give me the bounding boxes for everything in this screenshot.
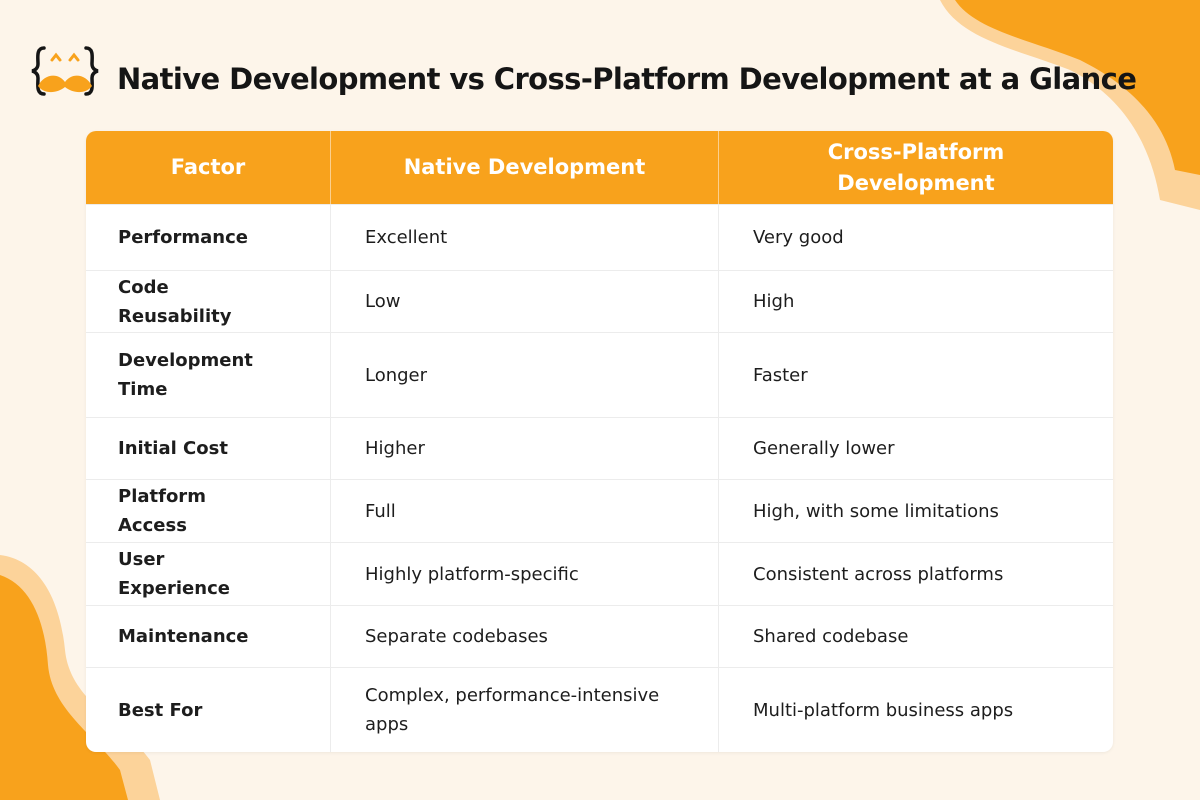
title: Native Development vs Cross-Platform Dev… [117, 62, 1137, 96]
value-cell: Longer [330, 332, 718, 417]
factor-cell: Maintenance [86, 605, 330, 667]
factor-cell: Best For [86, 667, 330, 752]
blob [955, 0, 1200, 175]
value-cell: High, with some limitations [718, 479, 1113, 542]
value-cell: Multi-platform business apps [718, 667, 1113, 752]
table-row: User Experience Highly platform-specific C… [86, 542, 1113, 605]
value-cell: Higher [330, 417, 718, 479]
column-header: Factor [86, 131, 330, 204]
value-cell: Consistent across platforms [718, 542, 1113, 605]
factor-cell: Platform Access [86, 479, 330, 542]
value-cell: Full [330, 479, 718, 542]
table-row: Code Reusability Low High [86, 270, 1113, 332]
value-cell: High [718, 270, 1113, 332]
comparison-table: Factor Native Development Cross-Platform D… [86, 131, 1113, 752]
column-header: Cross-Platform Development [718, 131, 1113, 204]
value-cell: Shared codebase [718, 605, 1113, 667]
header-row: Factor Native Development Cross-Platform D… [86, 131, 1113, 204]
factor-cell: Development Time [86, 332, 330, 417]
value-cell: Excellent [330, 204, 718, 270]
value-cell: Complex, performance-intensive apps [330, 667, 718, 752]
value-cell: Faster [718, 332, 1113, 417]
factor-cell: Performance [86, 204, 330, 270]
table-row: Development Time Longer Faster [86, 332, 1113, 417]
table-row: Maintenance Separate codebases Shared code… [86, 605, 1113, 667]
column-header: Native Development [330, 131, 718, 204]
table-row: Best For Complex, performance-intensive a… [86, 667, 1113, 752]
table-row: Initial Cost Higher Generally lower [86, 417, 1113, 479]
factor-cell: User Experience [86, 542, 330, 605]
value-cell: Very good [718, 204, 1113, 270]
value-cell: Separate codebases [330, 605, 718, 667]
value-cell: Generally lower [718, 417, 1113, 479]
table-row: Platform Access Full High, with some limit… [86, 479, 1113, 542]
value-cell: Low [330, 270, 718, 332]
factor-cell: Initial Cost [86, 417, 330, 479]
table-row: Performance Excellent Very good [86, 204, 1113, 270]
factor-cell: Code Reusability [86, 270, 330, 332]
value-cell: Highly platform-specific [330, 542, 718, 605]
logo [31, 46, 99, 96]
